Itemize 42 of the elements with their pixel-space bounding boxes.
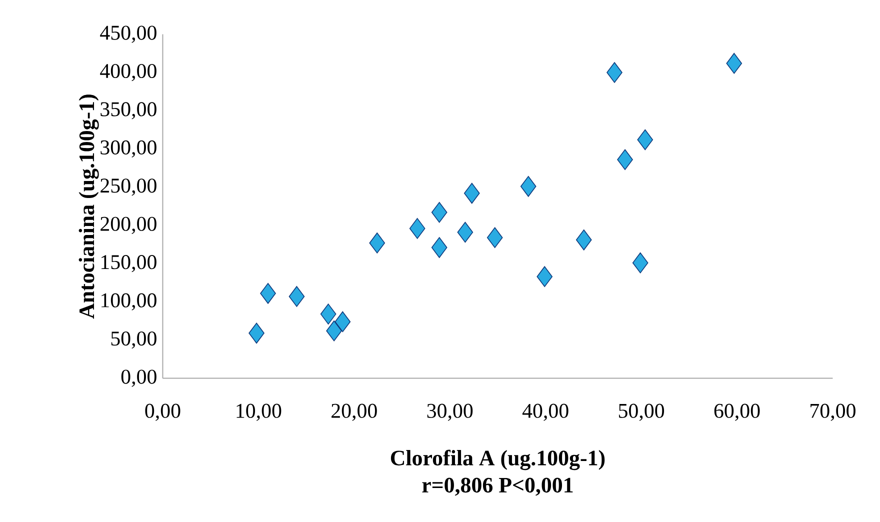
point bbox=[464, 182, 480, 204]
y-tick-label: 250,00 bbox=[100, 178, 156, 196]
y-tick-label: 0,00 bbox=[121, 370, 156, 387]
y-tick-label: 300,00 bbox=[100, 140, 156, 158]
y-tick-label: 400,00 bbox=[100, 64, 156, 82]
point bbox=[260, 283, 276, 304]
x-tick-label: 50,00 bbox=[618, 404, 664, 421]
point bbox=[248, 322, 264, 344]
point bbox=[637, 129, 654, 150]
x-tick-label: 60,00 bbox=[714, 404, 760, 421]
point bbox=[457, 222, 474, 243]
x-axis-title: Clorofila A (ug.100g-1) bbox=[390, 450, 605, 470]
point bbox=[632, 252, 648, 274]
point bbox=[486, 227, 503, 248]
x-tick-label: 70,00 bbox=[810, 404, 856, 421]
point bbox=[520, 176, 536, 197]
text: r=0,806 P<0,001 bbox=[422, 478, 573, 496]
point bbox=[320, 304, 336, 324]
point bbox=[409, 218, 426, 239]
y-tick-label: 150,00 bbox=[102, 255, 156, 272]
x-tick-label: 20,00 bbox=[332, 404, 377, 421]
y-tick-label: 100,00 bbox=[102, 293, 156, 310]
x-tick-label: 10,00 bbox=[236, 404, 282, 421]
y-tick-label: 450,00 bbox=[100, 26, 156, 43]
point bbox=[726, 52, 742, 74]
x-tick-label: 40,00 bbox=[522, 404, 568, 421]
x-tick-label: 30,00 bbox=[427, 404, 473, 421]
x-tick-label: 0,00 bbox=[145, 404, 180, 421]
point bbox=[326, 320, 342, 342]
y-axis-title: Antocianina (ug.100g-1) bbox=[78, 94, 99, 319]
point bbox=[288, 286, 305, 307]
y-tick-label: 200,00 bbox=[100, 216, 156, 234]
y-tick-label: 50,00 bbox=[111, 331, 156, 349]
point bbox=[431, 237, 448, 258]
point bbox=[431, 202, 448, 223]
point bbox=[617, 149, 633, 170]
y-tick-label: 350,00 bbox=[100, 102, 156, 120]
point bbox=[576, 230, 592, 250]
point bbox=[369, 232, 386, 254]
point bbox=[606, 62, 622, 83]
point bbox=[334, 311, 351, 332]
point bbox=[536, 266, 553, 287]
